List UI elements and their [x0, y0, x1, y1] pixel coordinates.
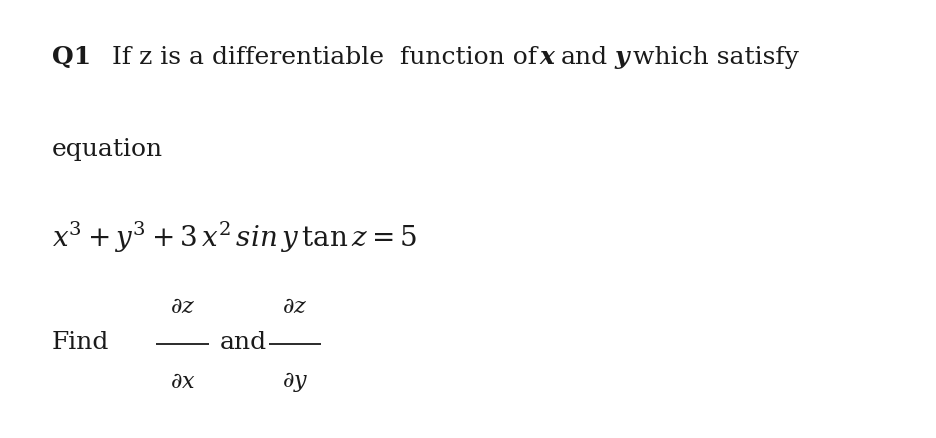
Text: Q1: Q1 — [51, 45, 91, 69]
Text: $x^3 + y^3 + 3\,x^2\,\mathit{sin}\,y\,\tan z = 5$: $x^3 + y^3 + 3\,x^2\,\mathit{sin}\,y\,\t… — [51, 219, 417, 254]
Text: $\partial x$: $\partial x$ — [169, 371, 196, 391]
Text: y: y — [614, 45, 628, 69]
Text: $\partial y$: $\partial y$ — [282, 369, 308, 393]
Text: which satisfy: which satisfy — [633, 46, 798, 68]
Text: and: and — [220, 330, 267, 353]
Text: $\partial z$: $\partial z$ — [169, 297, 196, 317]
Text: Find: Find — [51, 330, 109, 353]
Text: equation: equation — [51, 138, 163, 160]
Text: and: and — [560, 46, 607, 68]
Text: $\partial z$: $\partial z$ — [282, 297, 308, 317]
Text: If z is a differentiable  function of: If z is a differentiable function of — [112, 46, 537, 68]
Text: x: x — [539, 45, 554, 69]
